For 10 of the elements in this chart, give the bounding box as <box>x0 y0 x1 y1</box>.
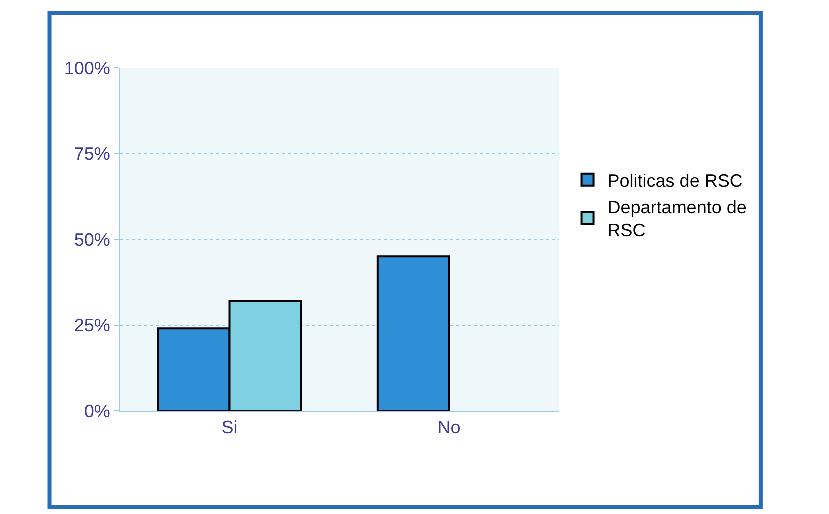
y-tick-label: 75% <box>74 144 110 164</box>
x-tick-label: No <box>438 418 461 438</box>
y-tick-label: 25% <box>74 316 110 336</box>
bar <box>376 256 450 411</box>
y-tick-label: 50% <box>74 230 110 250</box>
legend-label: Politicas de RSC <box>608 170 743 191</box>
x-tick-label: Si <box>222 418 238 438</box>
legend-label: Departamento de RSC <box>608 197 747 241</box>
y-tick-label: 100% <box>64 58 110 78</box>
y-tick-label: 0% <box>84 401 110 422</box>
